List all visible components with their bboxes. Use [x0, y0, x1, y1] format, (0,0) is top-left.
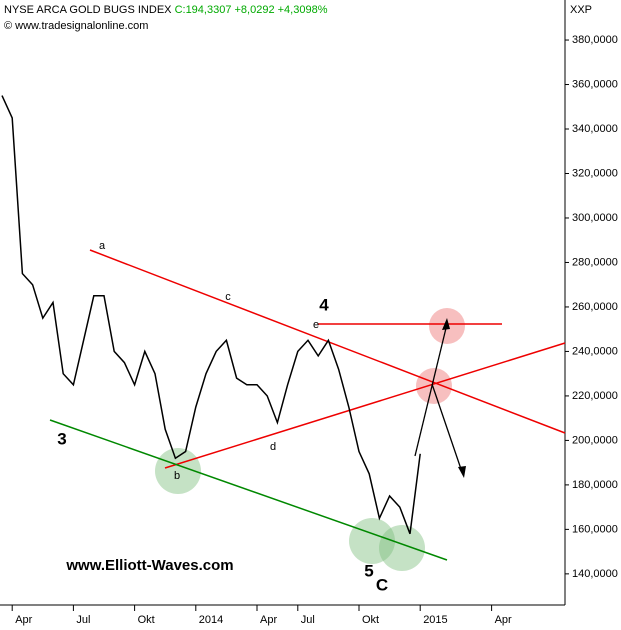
annotation: d: [270, 441, 276, 453]
currency: XXP: [570, 4, 592, 16]
arrow-head: [442, 318, 450, 330]
y-tick-label: 280,0000: [572, 256, 618, 268]
price-line: [1, 95, 421, 535]
x-tick-label: Apr: [495, 614, 512, 626]
annotation: e: [313, 319, 319, 331]
x-tick-label: Apr: [15, 614, 32, 626]
x-tick-label: Okt: [138, 614, 155, 626]
x-tick-label: Jul: [76, 614, 90, 626]
overlay: [49, 249, 566, 571]
x-tick-label: Apr: [260, 614, 277, 626]
y-tick-label: 380,0000: [572, 34, 618, 46]
annotation: b: [174, 470, 180, 482]
y-tick-label: 340,0000: [572, 123, 618, 135]
title: NYSE ARCA GOLD BUGS INDEX C:194,3307 +8,…: [4, 4, 328, 16]
arrow: [431, 383, 463, 473]
y-tick-label: 140,0000: [572, 568, 618, 580]
x-tick-label: 2014: [199, 614, 223, 626]
trend-line: [49, 419, 448, 561]
circle: [155, 448, 201, 494]
arrow: [414, 323, 448, 457]
y-tick-label: 180,0000: [572, 479, 618, 491]
y-tick-label: 300,0000: [572, 212, 618, 224]
quote: C:194,3307 +8,0292 +4,3098%: [175, 4, 328, 16]
copyright: © www.tradesignalonline.com: [4, 20, 148, 32]
y-tick-label: 220,0000: [572, 390, 618, 402]
annotation: 4: [319, 295, 329, 314]
title-name: NYSE ARCA GOLD BUGS INDEX: [4, 4, 172, 16]
watermark: www.Elliott-Waves.com: [65, 557, 233, 574]
annotation: C: [376, 575, 388, 594]
y-tick-label: 160,0000: [572, 523, 618, 535]
annotation: c: [225, 291, 231, 303]
annotation: 3: [57, 429, 66, 448]
x-tick-label: Jul: [301, 614, 315, 626]
y-tick-label: 240,0000: [572, 345, 618, 357]
y-tick-label: 360,0000: [572, 78, 618, 90]
annotation: 5: [364, 561, 373, 580]
trend-line: [164, 342, 566, 469]
y-tick-label: 320,0000: [572, 167, 618, 179]
x-tick-label: Okt: [362, 614, 379, 626]
x-tick-label: 2015: [423, 614, 447, 626]
annotation: a: [99, 240, 106, 252]
y-tick-label: 260,0000: [572, 301, 618, 313]
arrow-head: [458, 466, 466, 478]
y-tick-label: 200,0000: [572, 434, 618, 446]
circle: [416, 368, 452, 404]
circle: [379, 525, 425, 571]
